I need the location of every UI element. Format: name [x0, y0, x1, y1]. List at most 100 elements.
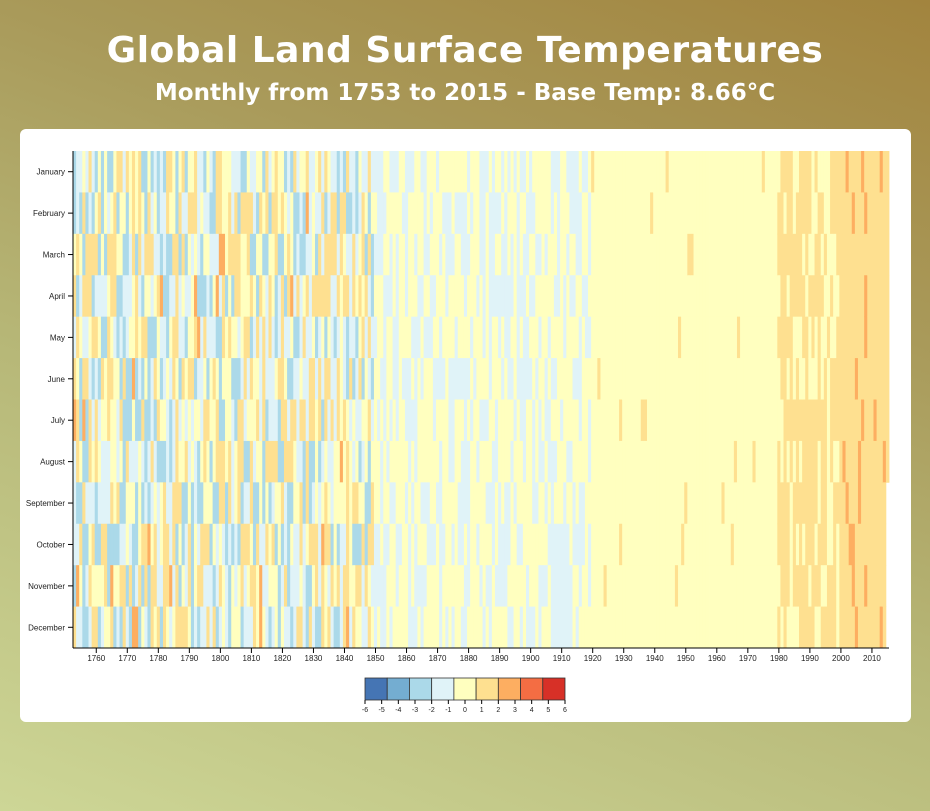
heatmap-cell	[743, 523, 747, 566]
heatmap-cell	[826, 358, 831, 400]
heatmap-cell	[380, 151, 384, 193]
heatmap-cell	[805, 192, 809, 235]
heatmap-cell	[882, 523, 887, 566]
heatmap-cell	[110, 233, 114, 276]
heatmap-cell	[885, 399, 890, 442]
heatmap-cell	[705, 482, 710, 525]
heatmap-cell	[283, 316, 288, 359]
heatmap-cell	[643, 399, 648, 442]
heatmap-cell	[885, 151, 890, 193]
heatmap-cell	[705, 523, 710, 566]
heatmap-cell	[572, 275, 577, 318]
heatmap-cell	[646, 316, 651, 359]
heatmap-cell	[131, 482, 136, 525]
heatmap-cell	[252, 192, 257, 235]
heatmap-cell	[575, 482, 580, 525]
heatmap-cell	[591, 358, 595, 400]
heatmap-cell	[308, 482, 313, 525]
heatmap-cell	[631, 482, 635, 525]
heatmap-cell	[79, 440, 83, 483]
heatmap-cell	[504, 523, 508, 566]
heatmap-cell	[764, 606, 769, 649]
heatmap-cell	[128, 192, 133, 235]
heatmap-cell	[584, 151, 589, 193]
heatmap-cell	[609, 275, 614, 318]
heatmap-cell	[436, 275, 440, 318]
heatmap-cell	[811, 151, 815, 193]
heatmap-cell	[212, 151, 217, 193]
heatmap-cell	[876, 440, 881, 483]
heatmap-cell	[712, 482, 716, 525]
heatmap-cell	[110, 565, 114, 607]
heatmap-cell	[541, 275, 545, 318]
x-axis: 1760 1770 1780 1790 1800 1810 1820 1830 1840 1850…	[73, 647, 889, 663]
heatmap-cell	[141, 192, 145, 235]
heatmap-cell	[429, 440, 434, 483]
heatmap-cell	[460, 565, 465, 607]
heatmap-cell	[799, 316, 803, 359]
heatmap-cell	[398, 233, 403, 276]
heatmap-cell	[758, 316, 763, 359]
heatmap-cell	[643, 233, 648, 276]
heatmap-cell	[324, 192, 328, 235]
heatmap-cell	[730, 440, 735, 483]
heatmap-cell	[386, 440, 390, 483]
heatmap-cell	[774, 399, 778, 442]
heatmap-cell	[557, 523, 561, 566]
heatmap-cell	[544, 523, 549, 566]
heatmap-cell	[808, 606, 812, 649]
heatmap-cell	[420, 233, 424, 276]
heatmap-cell	[681, 151, 685, 193]
heatmap-cell	[789, 358, 794, 400]
heatmap-cell	[550, 606, 555, 649]
heatmap-cell	[591, 606, 595, 649]
heatmap-cell	[820, 399, 825, 442]
heatmap-cell	[240, 358, 245, 400]
heatmap-cell	[181, 192, 186, 235]
heatmap-cell	[389, 565, 393, 607]
heatmap-cell	[386, 192, 390, 235]
heatmap-cell	[721, 233, 725, 276]
heatmap-cell	[566, 606, 570, 649]
heatmap-cell	[584, 275, 589, 318]
heatmap-cell	[808, 233, 812, 276]
heatmap-cell	[346, 192, 350, 235]
heatmap-cell	[876, 565, 881, 607]
heatmap-cell	[662, 275, 667, 318]
heatmap-cell	[246, 523, 251, 566]
heatmap-cell	[730, 482, 735, 525]
heatmap-cell	[361, 523, 366, 566]
heatmap-cell	[553, 233, 558, 276]
heatmap-cell	[408, 565, 412, 607]
heatmap-cell	[423, 606, 428, 649]
heatmap-cell	[349, 233, 353, 276]
heatmap-cell	[355, 316, 359, 359]
heatmap-cell	[541, 233, 545, 276]
heatmap-cell	[705, 192, 710, 235]
heatmap-cell	[594, 275, 598, 318]
heatmap-cell	[476, 482, 480, 525]
heatmap-cell	[848, 233, 853, 276]
heatmap-cell	[125, 358, 130, 400]
heatmap-cell	[377, 606, 381, 649]
heatmap-cell	[172, 192, 176, 235]
heatmap-cell	[743, 316, 747, 359]
heatmap-cell	[178, 399, 182, 442]
heatmap-cell	[243, 358, 248, 400]
heatmap-cell	[324, 565, 328, 607]
heatmap-cell	[532, 233, 536, 276]
heatmap-cell	[783, 151, 788, 193]
heatmap-cell	[274, 151, 279, 193]
heatmap-cell	[414, 482, 418, 525]
heatmap-cell	[578, 440, 583, 483]
heatmap-cell	[259, 358, 263, 400]
heatmap-cell	[97, 151, 102, 193]
heatmap-cell	[833, 233, 837, 276]
heatmap-cell	[805, 523, 809, 566]
y-tick-label: September	[26, 499, 65, 508]
heatmap-cell	[833, 565, 837, 607]
heatmap-cell	[305, 482, 310, 525]
heatmap-cell	[467, 606, 471, 649]
heatmap-cell	[423, 440, 428, 483]
heatmap-cell	[693, 565, 698, 607]
